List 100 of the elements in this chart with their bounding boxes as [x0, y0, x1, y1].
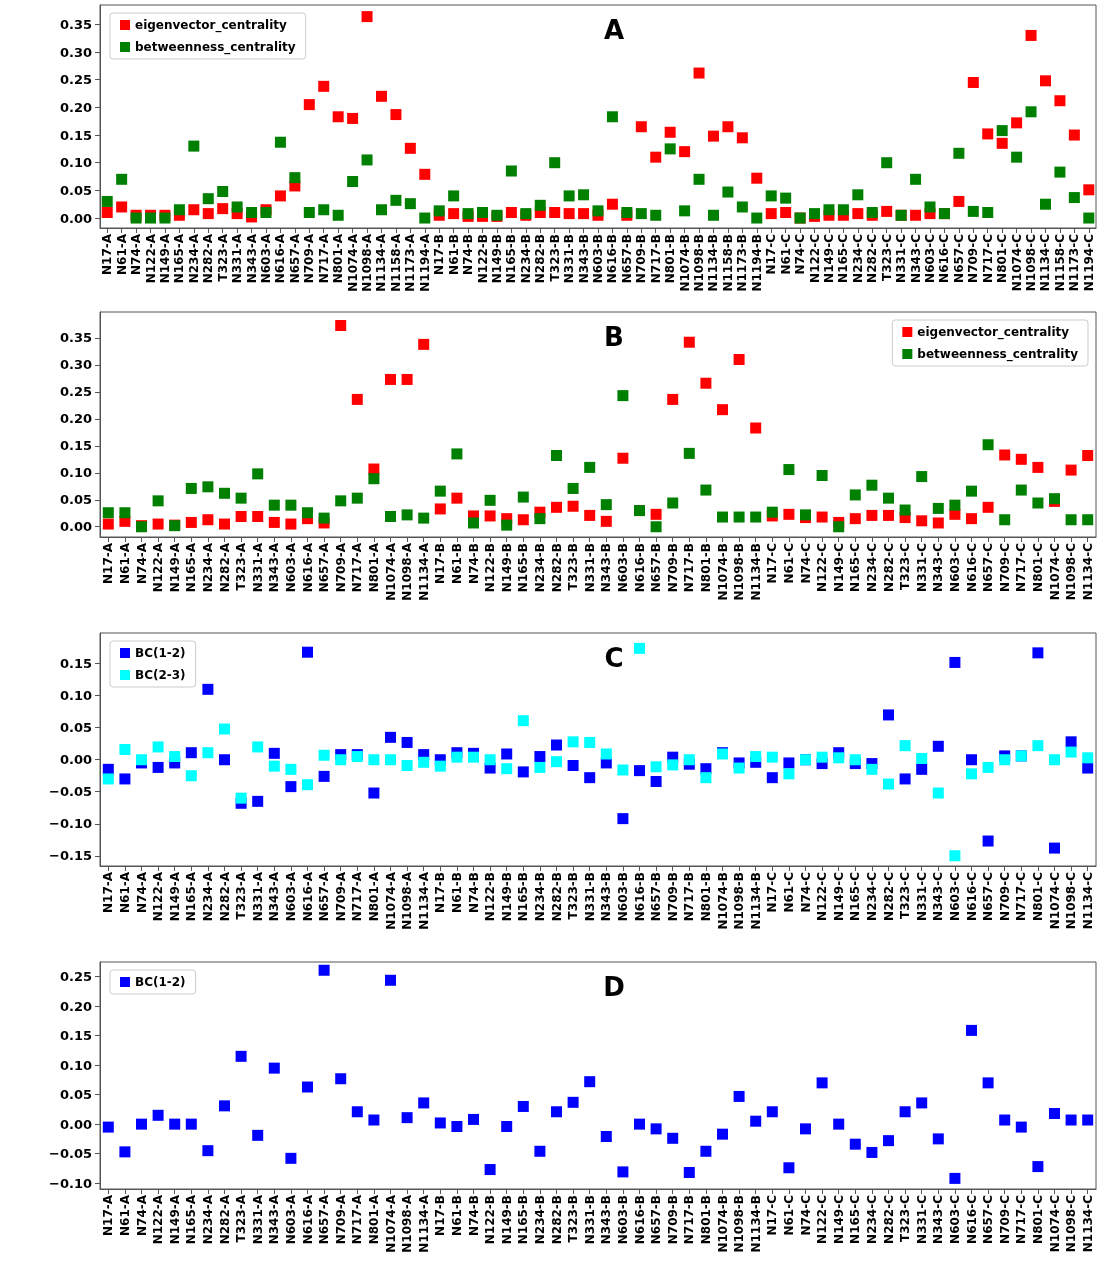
x-tick-label: N282-A	[201, 233, 216, 284]
x-tick-label: N331-B	[562, 234, 577, 284]
x-tick-label: N1134-C	[1080, 1194, 1095, 1253]
x-tick-label: N74-C	[798, 871, 813, 913]
x-tick-label: N331-A	[250, 542, 265, 593]
x-tick-label: N17-C	[765, 1194, 780, 1236]
y-tick-label: 0.00	[59, 519, 92, 535]
x-tick-label: N1134-B	[748, 543, 763, 601]
x-tick-label: T323-C	[898, 542, 913, 591]
x-tick-label: N1098-C	[1024, 233, 1039, 292]
x-tick-label: T323-A	[234, 1194, 249, 1243]
x-tick-label: N165-C	[836, 233, 851, 283]
x-tick-label: N717-C	[1014, 871, 1029, 921]
x-tick-label: N1074-A	[345, 233, 360, 292]
x-tick-label: N1074-B	[715, 1195, 730, 1253]
legend-label: betweenness_centrality	[135, 40, 296, 55]
x-tick-label: N709-C	[997, 871, 1012, 921]
x-tick-label: N17-A	[101, 1194, 116, 1237]
x-tick-label: N1074-A	[383, 1194, 398, 1253]
x-tick-label: N61-A	[117, 542, 132, 585]
x-tick-label: N1098-A	[400, 542, 415, 601]
x-tick-label: N1134-B	[706, 234, 721, 292]
x-tick-label: N709-A	[333, 871, 348, 922]
x-tick-label: T323-C	[898, 1194, 913, 1243]
x-tick-label: N717-C	[980, 233, 995, 283]
y-tick-label: −0.10	[49, 816, 92, 832]
legend-label: BC(1-2)	[135, 975, 186, 989]
x-tick-label: N603-B	[591, 234, 605, 284]
x-tick-label: N709-C	[997, 1194, 1012, 1244]
x-tick-label: N657-C	[951, 233, 966, 283]
x-tick-label: N709-A	[333, 1194, 348, 1245]
x-tick-label: N657-C	[981, 871, 996, 921]
y-tick-label: −0.05	[49, 1146, 92, 1162]
x-tick-label: N234-A	[200, 871, 215, 922]
x-tick-label: N165-B	[516, 872, 531, 922]
x-tick-label: N234-A	[200, 1194, 215, 1245]
x-tick-label: N74-B	[466, 543, 481, 584]
x-tick-label: N1134-B	[748, 872, 763, 930]
x-tick-label: N149-A	[167, 542, 182, 593]
x-tick-label: N74-B	[466, 1195, 481, 1236]
x-tick-label: N801-B	[698, 1195, 713, 1245]
x-tick-label: N709-A	[333, 542, 348, 593]
x-tick-label: N282-A	[217, 542, 232, 593]
x-tick-label: N122-A	[151, 871, 166, 922]
y-tick-label: 0.25	[59, 384, 92, 400]
y-tick-label: −0.05	[49, 784, 92, 800]
x-tick-label: N1074-A	[383, 542, 398, 601]
x-tick-label: N165-C	[848, 871, 863, 921]
x-tick-label: N61-C	[781, 871, 796, 913]
x-tick-label: N331-B	[582, 872, 597, 922]
x-tick-label: N74-A	[134, 542, 149, 585]
x-tick-label: N331-C	[914, 871, 929, 921]
x-tick-label: N657-C	[981, 542, 996, 592]
x-tick-label: N1098-B	[732, 543, 747, 601]
x-tick-label: N717-C	[1014, 542, 1029, 592]
x-tick-label: T323-A	[234, 871, 249, 920]
x-tick-label: N122-A	[151, 542, 166, 593]
x-tick-label: N657-B	[619, 234, 634, 284]
x-tick-label: N801-C	[995, 233, 1010, 283]
x-tick-label: N1074-C	[1047, 871, 1062, 930]
x-tick-label: N1134-C	[1080, 871, 1095, 930]
x-tick-label: N1074-B	[715, 543, 730, 601]
x-tick-label: N234-C	[864, 1194, 879, 1244]
x-tick-label: N17-A	[101, 542, 116, 585]
x-tick-label: N1098-C	[1064, 542, 1079, 601]
x-tick-label: N603-A	[283, 871, 298, 922]
x-tick-label: N343-C	[931, 871, 946, 921]
x-tick-label: N282-C	[881, 1194, 896, 1244]
x-tick-label: N717-A	[350, 542, 365, 593]
y-tick-label: 0.30	[59, 357, 92, 373]
x-tick-label: N17-B	[432, 234, 447, 275]
x-tick-label: N74-A	[129, 233, 144, 276]
x-tick-label: N234-B	[532, 872, 547, 922]
x-tick-label: N74-C	[793, 233, 808, 275]
x-tick-label: N17-B	[433, 872, 448, 913]
x-tick-label: N709-A	[302, 233, 317, 284]
x-tick-label: N165-B	[516, 543, 531, 593]
x-tick-label: N1134-A	[374, 233, 389, 292]
x-tick-label: N1134-B	[748, 1195, 763, 1253]
x-tick-label: N165-B	[516, 1195, 531, 1245]
x-tick-label: N1098-A	[400, 871, 415, 930]
x-tick-label: N603-C	[947, 542, 962, 592]
y-tick-label: 0.25	[59, 969, 92, 985]
legend-label: eigenvector_centrality	[917, 325, 1070, 340]
y-tick-label: 0.15	[59, 127, 92, 143]
y-tick-label: 0.20	[59, 998, 92, 1014]
legend-label: betweenness_centrality	[917, 347, 1079, 362]
x-tick-label: N122-C	[815, 542, 830, 592]
x-tick-label: N1098-B	[732, 1195, 747, 1253]
x-tick-label: N1074-C	[1009, 233, 1024, 292]
x-tick-label: N1098-B	[732, 872, 747, 930]
x-tick-label: N343-B	[576, 234, 591, 284]
x-tick-label: N1194-A	[417, 233, 432, 292]
x-tick-label: N1098-C	[1064, 871, 1079, 930]
x-tick-label: N603-A	[283, 1194, 298, 1245]
y-tick-label: 0.15	[59, 1028, 92, 1044]
x-tick-label: N74-C	[798, 1194, 813, 1236]
x-tick-label: N74-B	[461, 234, 476, 275]
x-tick-label: N709-B	[634, 234, 649, 284]
x-tick-label: N616-B	[632, 872, 647, 922]
